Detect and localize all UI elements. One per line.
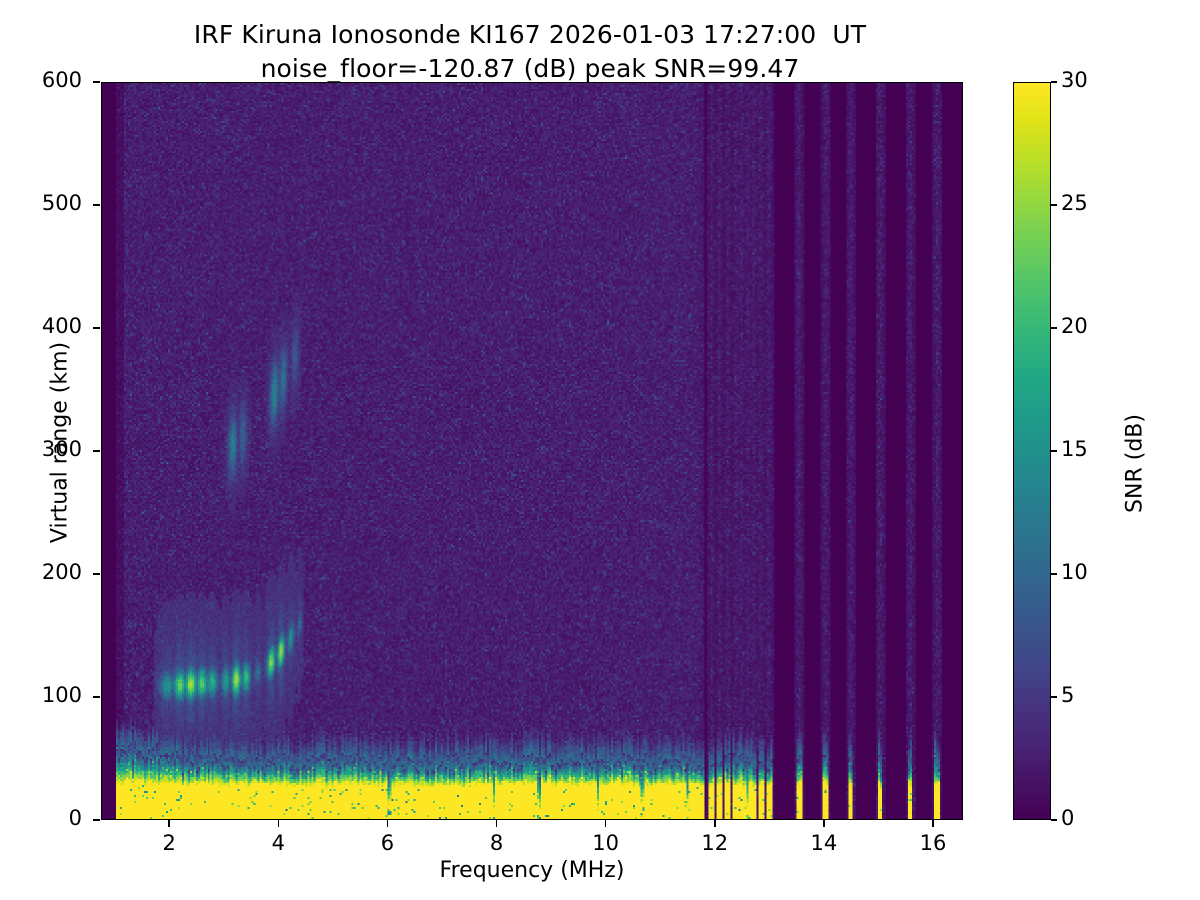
y-tick-400: [93, 327, 100, 329]
y-tick-label-500: 500: [41, 191, 82, 215]
title-line-2: noise_floor=-120.87 (dB) peak SNR=99.47: [260, 54, 800, 83]
cb-tick-label-0: 0: [1061, 806, 1075, 830]
y-tick-label-600: 600: [41, 68, 82, 92]
cb-tick-25: [1051, 204, 1057, 206]
x-tick-label-14: 14: [810, 831, 838, 855]
x-tick-2: [168, 820, 170, 827]
colorbar-gradient: [1014, 83, 1050, 819]
y-tick-100: [93, 696, 100, 698]
cb-tick-15: [1051, 450, 1057, 452]
x-tick-6: [386, 820, 389, 827]
cb-tick-30: [1051, 81, 1057, 83]
x-tick-14: [823, 820, 825, 827]
x-tick-label-4: 4: [271, 831, 285, 855]
y-tick-label-0: 0: [68, 806, 82, 830]
y-tick-0: [93, 819, 100, 821]
x-tick-10: [604, 820, 607, 827]
x-tick-label-12: 12: [701, 831, 729, 855]
y-tick-200: [93, 573, 100, 575]
y-axis-label: Virtual range (km): [47, 341, 73, 544]
x-tick-12: [713, 820, 716, 827]
figure-title: IRF Kiruna Ionosonde KI167 2026-01-03 17…: [0, 18, 1060, 86]
x-tick-8: [495, 820, 498, 827]
x-tick-16: [932, 820, 934, 827]
x-tick-label-16: 16: [919, 831, 947, 855]
x-tick-label-6: 6: [380, 831, 395, 855]
x-tick-label-8: 8: [489, 831, 504, 855]
ionogram-plot-area: [101, 82, 963, 820]
colorbar-label: SNR (dB): [1122, 414, 1148, 513]
cb-tick-0: [1051, 819, 1057, 821]
y-tick-label-100: 100: [41, 683, 82, 707]
x-tick-4: [277, 820, 280, 827]
title-line-1: IRF Kiruna Ionosonde KI167 2026-01-03 17…: [193, 20, 867, 49]
snr-colorbar: [1013, 82, 1051, 820]
cb-tick-label-20: 20: [1061, 314, 1088, 338]
cb-tick-label-10: 10: [1061, 560, 1088, 584]
y-tick-label-300: 300: [41, 437, 82, 461]
cb-tick-label-5: 5: [1061, 683, 1075, 707]
y-tick-600: [93, 81, 100, 83]
x-tick-label-2: 2: [162, 831, 176, 855]
cb-tick-label-25: 25: [1061, 191, 1088, 215]
cb-tick-label-15: 15: [1061, 437, 1088, 461]
ionogram-heatmap: [102, 83, 962, 819]
cb-tick-20: [1051, 327, 1057, 329]
y-tick-500: [93, 204, 100, 206]
x-tick-label-10: 10: [592, 831, 620, 855]
y-tick-label-400: 400: [41, 314, 82, 338]
cb-tick-10: [1051, 573, 1057, 575]
y-tick-300: [93, 450, 100, 452]
cb-tick-label-30: 30: [1061, 68, 1088, 92]
y-tick-label-200: 200: [41, 560, 82, 584]
cb-tick-5: [1051, 696, 1057, 698]
x-axis-label: Frequency (MHz): [439, 858, 625, 883]
